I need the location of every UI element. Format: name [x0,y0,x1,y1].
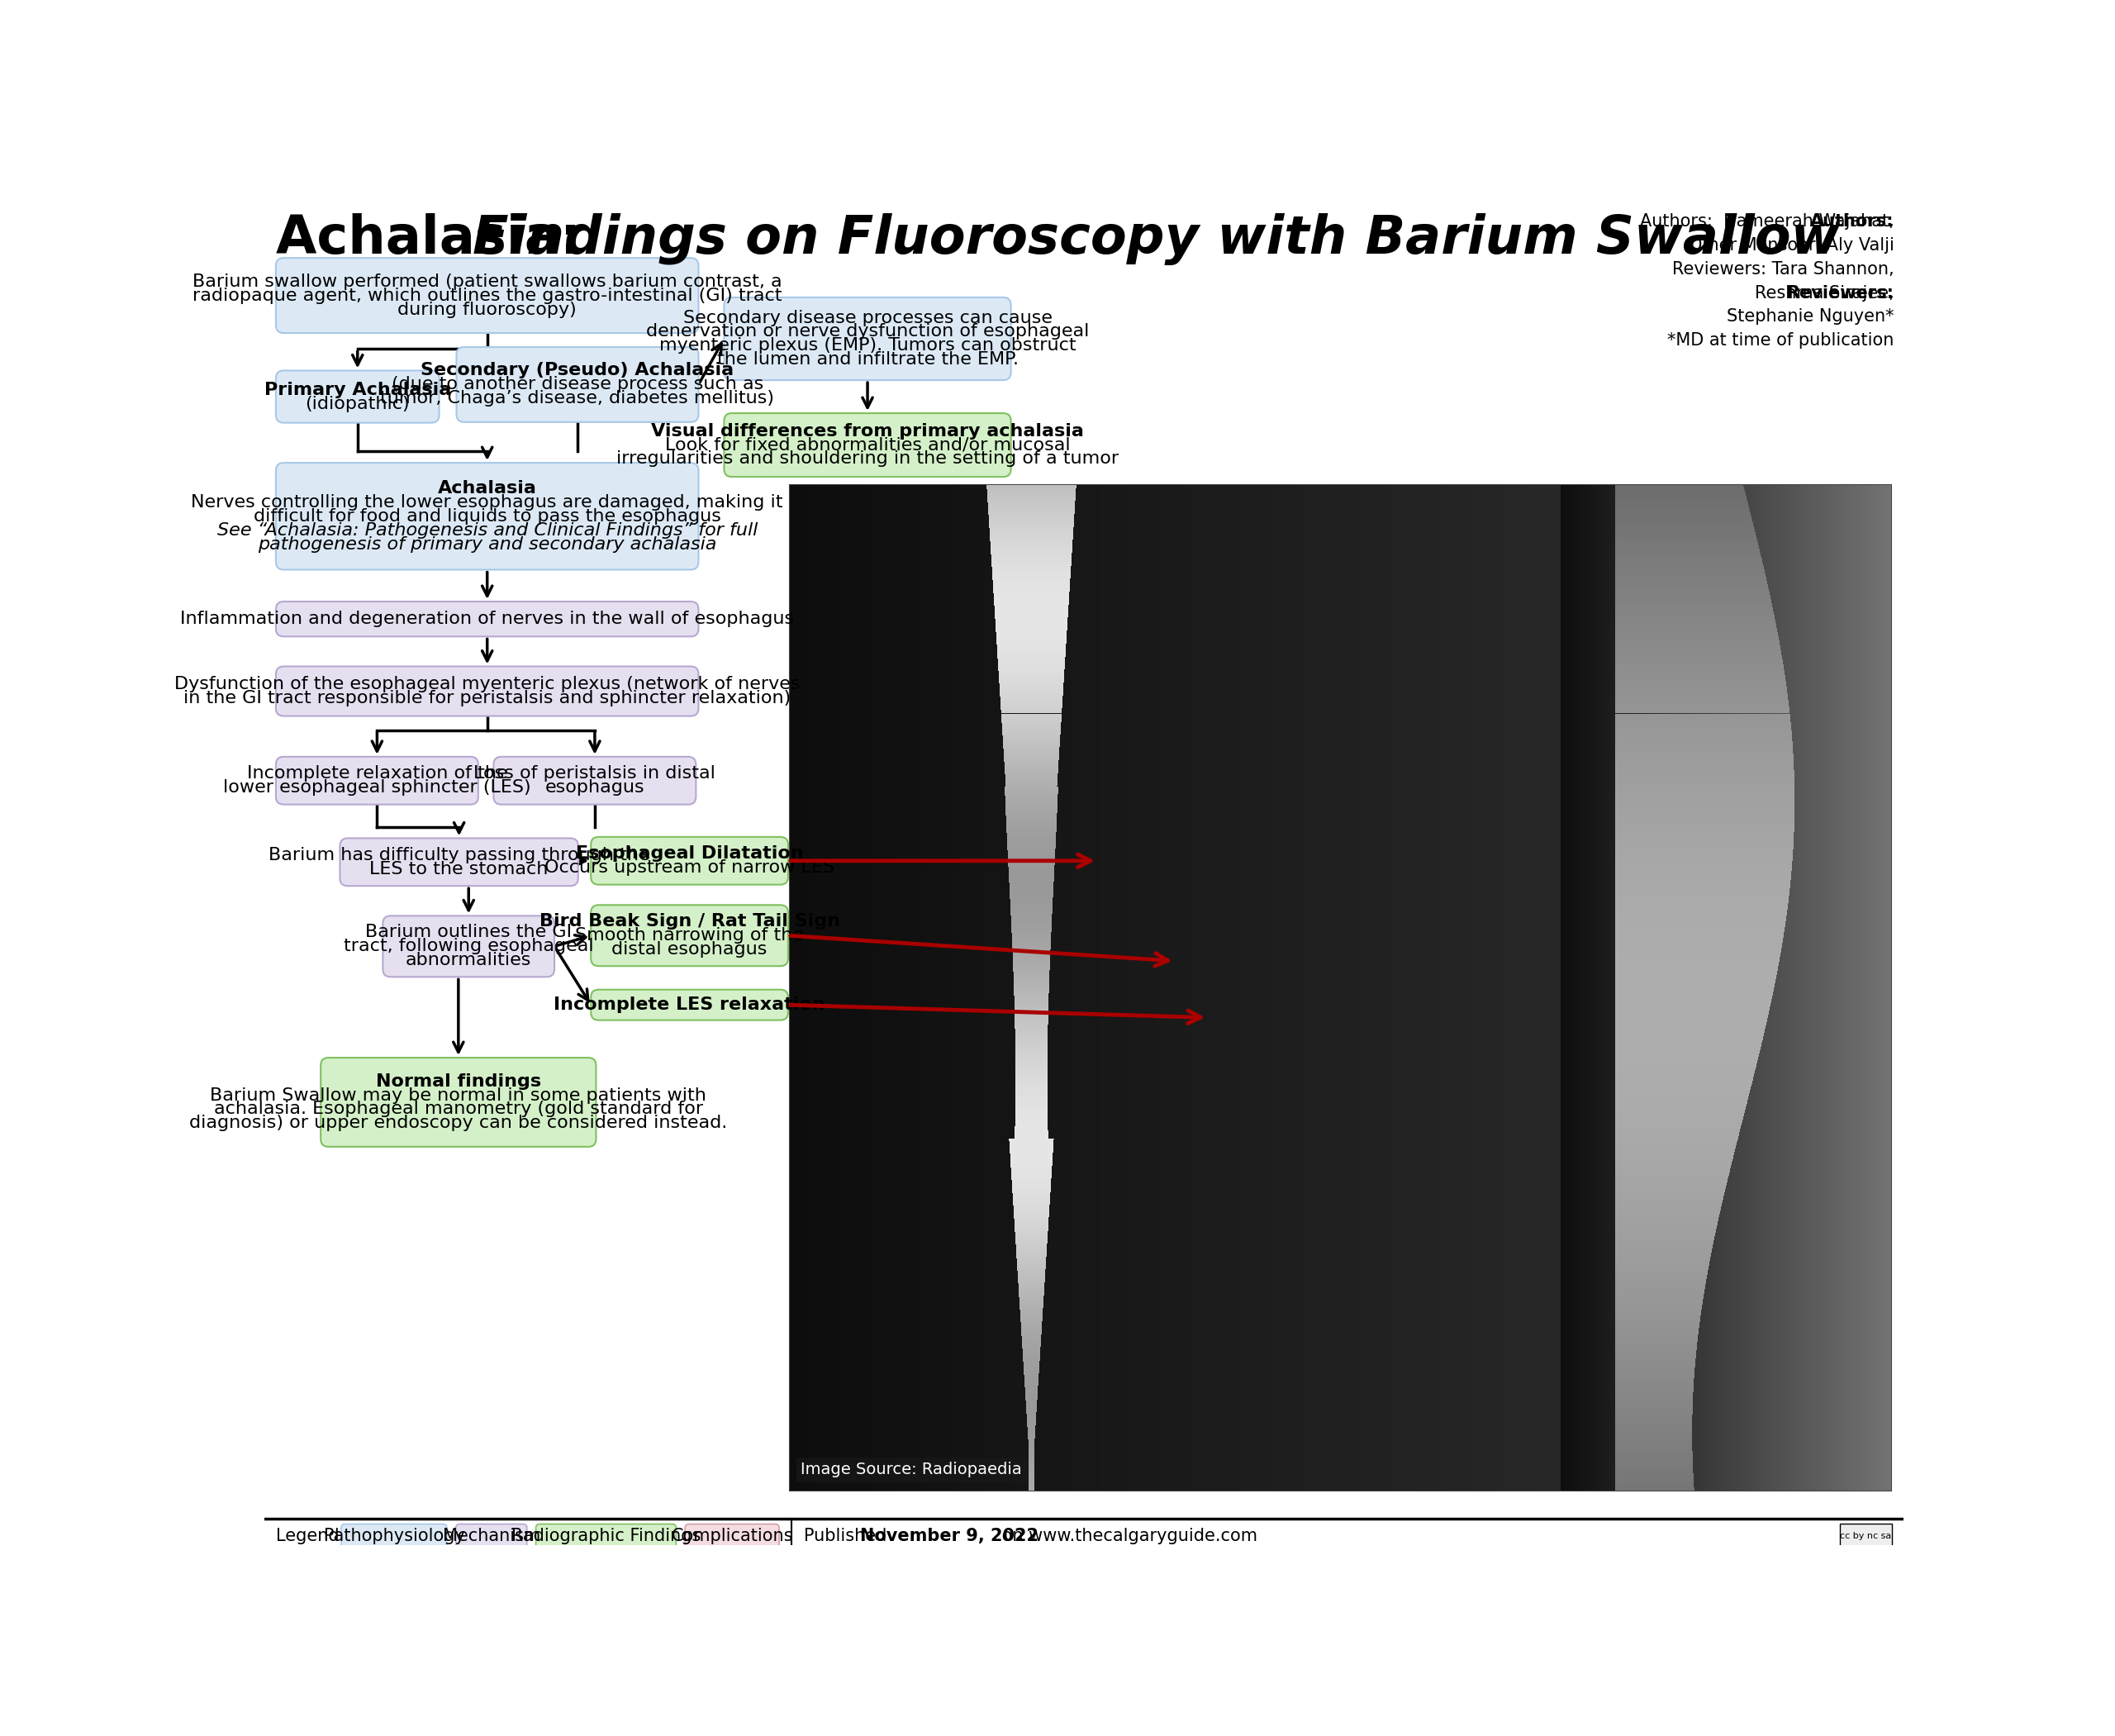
Text: Esophageal Dilatation: Esophageal Dilatation [575,845,804,863]
Text: Secondary disease processes can cause: Secondary disease processes can cause [683,309,1051,326]
Text: radiopaque agent, which outlines the gastro-intestinal (GI) tract: radiopaque agent, which outlines the gas… [192,286,783,304]
FancyBboxPatch shape [275,601,698,637]
Text: achalasia. Esophageal manometry (gold standard for: achalasia. Esophageal manometry (gold st… [214,1101,702,1118]
Text: Complications: Complications [670,1528,793,1545]
Text: (due to another disease process such as: (due to another disease process such as [391,377,764,392]
Text: abnormalities: abnormalities [406,951,531,969]
FancyBboxPatch shape [535,1524,677,1549]
FancyBboxPatch shape [723,297,1011,380]
Text: pathogenesis of primary and secondary achalasia: pathogenesis of primary and secondary ac… [258,536,717,552]
Text: Visual differences from primary achalasia: Visual differences from primary achalasi… [651,424,1083,439]
Text: See “Achalasia: Pathogenesis and Clinical Findings” for full: See “Achalasia: Pathogenesis and Clinica… [218,523,757,538]
Text: the lumen and infiltrate the EMP.: the lumen and infiltrate the EMP. [717,351,1017,368]
Text: distal esophagus: distal esophagus [611,941,768,958]
Text: tract, following esophageal: tract, following esophageal [343,937,594,955]
FancyBboxPatch shape [590,837,789,885]
Text: Achalasia: Achalasia [438,479,537,496]
Text: Image Source: Radiopaedia: Image Source: Radiopaedia [802,1462,1022,1477]
Text: Bird Beak Sign / Rat Tail Sign: Bird Beak Sign / Rat Tail Sign [539,913,840,930]
Text: in the GI tract responsible for peristalsis and sphincter relaxation): in the GI tract responsible for peristal… [184,689,791,707]
Text: Dysfunction of the esophageal myenteric plexus (network of nerves: Dysfunction of the esophageal myenteric … [173,675,799,693]
Text: Findings on Fluoroscopy with Barium Swallow: Findings on Fluoroscopy with Barium Swal… [472,214,1840,266]
Bar [789,484,1891,1489]
Text: Published: Published [804,1528,893,1545]
Text: Authors:


Reviewers:: Authors: Reviewers: [1787,214,1893,373]
Text: Primary Achalasia: Primary Achalasia [264,382,450,398]
Text: cc by nc sa: cc by nc sa [1840,1531,1891,1540]
Text: lower esophageal sphincter (LES): lower esophageal sphincter (LES) [224,779,531,795]
Text: Achalasia:: Achalasia: [275,214,599,264]
Text: Barium Swallow may be normal in some patients with: Barium Swallow may be normal in some pat… [209,1087,706,1104]
Text: myenteric plexus (EMP). Tumors can obstruct: myenteric plexus (EMP). Tumors can obstr… [660,337,1077,354]
FancyBboxPatch shape [275,370,440,424]
Text: Pathophysiology: Pathophysiology [324,1528,465,1545]
Text: Secondary (Pseudo) Achalasia: Secondary (Pseudo) Achalasia [421,363,734,378]
Text: Inflammation and degeneration of nerves in the wall of esophagus: Inflammation and degeneration of nerves … [180,611,793,627]
Text: Barium swallow performed (patient swallows barium contrast, a: Barium swallow performed (patient swallo… [192,273,783,290]
FancyBboxPatch shape [457,1524,527,1549]
Text: Nerves controlling the lower esophagus are damaged, making it: Nerves controlling the lower esophagus a… [190,495,783,510]
Text: esophagus: esophagus [546,779,645,795]
FancyBboxPatch shape [590,990,789,1021]
Text: Normal findings: Normal findings [376,1073,541,1090]
Text: during fluoroscopy): during fluoroscopy) [398,302,577,318]
FancyBboxPatch shape [457,347,698,422]
Text: Barium outlines the GI: Barium outlines the GI [366,924,571,941]
FancyBboxPatch shape [321,1057,596,1147]
FancyBboxPatch shape [723,413,1011,477]
Text: Look for fixed abnormalities and/or mucosal: Look for fixed abnormalities and/or muco… [664,437,1070,453]
Text: Radiographic Findings: Radiographic Findings [512,1528,700,1545]
FancyBboxPatch shape [383,917,554,977]
Text: November 9, 2022: November 9, 2022 [861,1528,1038,1545]
Text: Loss of peristalsis in distal: Loss of peristalsis in distal [474,766,715,781]
Text: Legend:: Legend: [275,1528,345,1545]
Text: denervation or nerve dysfunction of esophageal: denervation or nerve dysfunction of esop… [645,323,1089,340]
FancyBboxPatch shape [685,1524,778,1549]
Text: Smooth narrowing of the: Smooth narrowing of the [575,927,804,944]
FancyBboxPatch shape [341,838,577,885]
Text: diagnosis) or upper endoscopy can be considered instead.: diagnosis) or upper endoscopy can be con… [190,1115,728,1132]
Text: on www.thecalgaryguide.com: on www.thecalgaryguide.com [996,1528,1256,1545]
Text: Occurs upstream of narrow LES: Occurs upstream of narrow LES [544,859,835,877]
FancyBboxPatch shape [275,757,478,804]
Text: Mechanism: Mechanism [442,1528,539,1545]
FancyBboxPatch shape [493,757,696,804]
FancyBboxPatch shape [275,464,698,569]
FancyBboxPatch shape [590,904,789,965]
FancyBboxPatch shape [275,667,698,715]
Text: Authors:  Nameerah Wajahat,
Omer Mansoor, Aly Valji
Reviewers: Tara Shannon,
Res: Authors: Nameerah Wajahat, Omer Mansoor,… [1639,214,1893,349]
Text: LES to the stomach: LES to the stomach [370,861,548,877]
Text: Incomplete relaxation of the: Incomplete relaxation of the [247,766,508,781]
Text: tumor, Chaga’s disease, diabetes mellitus): tumor, Chaga’s disease, diabetes mellitu… [381,391,774,406]
Text: Barium has difficulty passing through the: Barium has difficulty passing through th… [269,847,649,863]
Text: irregularities and shouldering in the setting of a tumor: irregularities and shouldering in the se… [615,451,1119,467]
FancyBboxPatch shape [1840,1524,1893,1549]
Text: Incomplete LES relaxation: Incomplete LES relaxation [554,996,825,1014]
FancyBboxPatch shape [341,1524,446,1549]
Text: difficult for food and liquids to pass the esophagus: difficult for food and liquids to pass t… [254,509,721,524]
Text: (idiopathic): (idiopathic) [305,396,410,411]
FancyBboxPatch shape [275,259,698,333]
